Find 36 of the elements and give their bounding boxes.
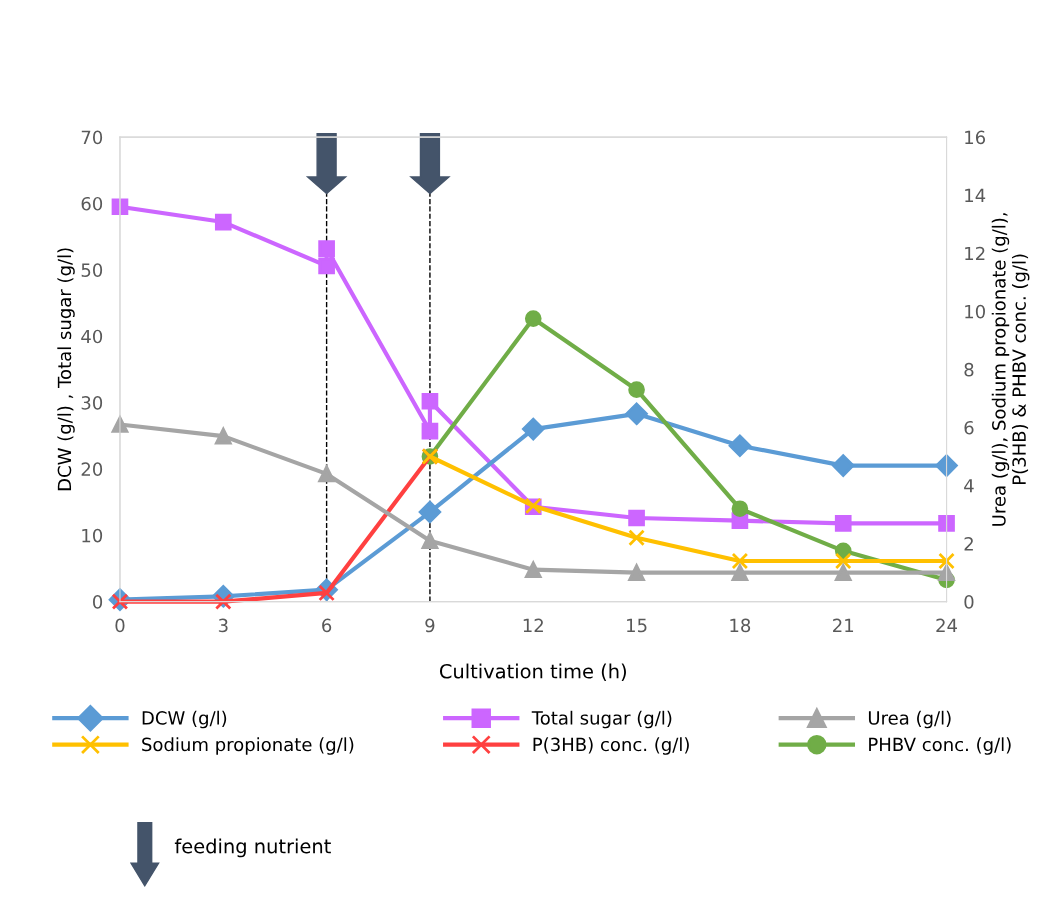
y2-tick-label: 14 [965,188,986,203]
y-tick-label: 20 [81,462,103,477]
x-tick-label: 18 [730,618,751,633]
y2-tick-label: 12 [965,246,985,261]
y2-tick-label: 16 [965,130,986,145]
y2-tick-label: 6 [964,420,974,435]
x-tick-label: 21 [833,618,854,633]
y2-tick-label: 4 [964,479,974,493]
y-axis-title: DCW (g/l) , Total sugar (g/l) [57,248,75,491]
legend-label: DCW (g/l) [142,710,227,729]
y2-axis-title: Urea (g/l), Sodium propionate (g/l), P(3HB) & PHBV conc. (g/l) [991,213,1030,526]
y-tick-label: 30 [81,396,103,410]
y2-tick-label: 2 [964,537,973,551]
x-tick-label: 0 [115,618,125,633]
x-axis-title: Cultivation time (h) [439,663,626,681]
x-tick-label: 24 [936,618,958,633]
y-tick-label: 60 [81,196,103,211]
y2-tick-label: 8 [964,362,974,377]
y-tick-label: 70 [81,130,103,145]
text: feeding nutrient [174,838,331,858]
y-tick-label: 40 [81,329,103,344]
y2-tick-label: 0 [964,595,974,609]
legend-label: P(3HB) conc. (g/l) [533,737,689,755]
y-tick-label: 10 [82,528,103,543]
y-tick-label: 0 [93,595,103,609]
legend-label: Sodium propionate (g/l) [142,737,354,755]
legend-label: PHBV conc. (g/l) [869,737,1011,755]
legend-label: Total sugar (g/l) [531,710,672,729]
y2-tick-label: 10 [965,304,985,319]
legend-label: Urea (g/l) [868,710,951,729]
x-tick-label: 3 [218,618,228,633]
x-tick-label: 15 [627,618,647,633]
x-tick-label: 6 [322,618,332,633]
x-tick-label: 12 [523,618,543,633]
x-tick-label: 9 [425,618,435,633]
y-tick-label: 50 [81,263,103,277]
